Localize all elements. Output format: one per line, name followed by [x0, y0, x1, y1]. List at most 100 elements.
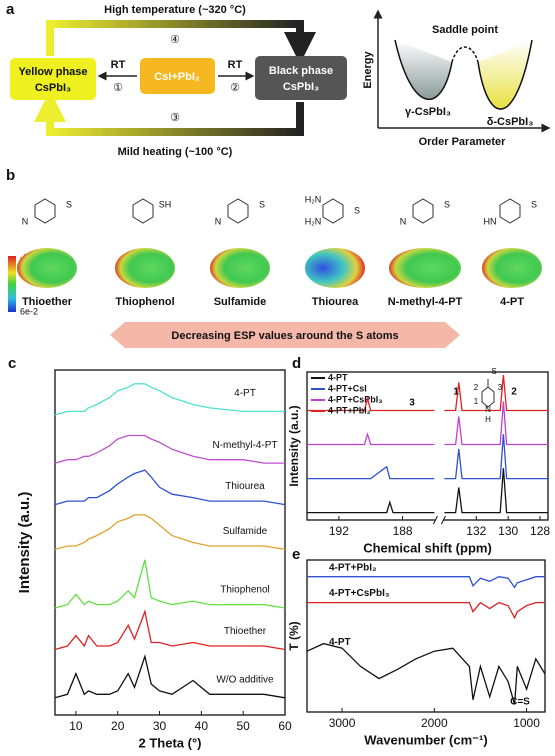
x-axis-title: Chemical shift (ppm) — [363, 540, 492, 555]
legend-label: 4-PT — [328, 372, 348, 382]
plot-frame — [306, 371, 549, 521]
structure — [499, 198, 521, 224]
series-line — [54, 609, 286, 651]
annotation: 2 — [511, 387, 517, 398]
atom-label: H₂N — [305, 194, 322, 204]
series-line — [54, 469, 286, 506]
atom-label: SH — [159, 199, 172, 209]
series-label: 4-PT — [329, 637, 351, 648]
label: δ-CsPbI₃ — [487, 116, 534, 128]
panel-b: b -6e-2 6e-2 Decreasing ESP values aroun… — [6, 167, 460, 348]
atom-label: N — [215, 216, 222, 226]
color-scale — [8, 256, 16, 312]
label: CsPbI₃ — [283, 81, 319, 93]
series-line — [54, 434, 285, 464]
x-tick-label: 1000 — [513, 716, 540, 730]
box — [140, 58, 215, 94]
axis-title: Order Parameter — [419, 136, 507, 148]
annotation: C=S — [510, 697, 530, 708]
molecule-name: Thiophenol — [115, 296, 174, 308]
x-tick-label: 40 — [195, 719, 209, 733]
molecule-name: Thioether — [22, 296, 73, 308]
arrow — [34, 90, 304, 136]
series-line — [54, 383, 285, 416]
label: ② — [230, 82, 240, 94]
x-axis-title: 2 Theta (°) — [139, 735, 202, 750]
structure — [322, 198, 344, 224]
panel-label: e — [292, 546, 300, 563]
x-tick-label: 10 — [69, 719, 83, 733]
panel-label: b — [6, 167, 15, 184]
scale-label: 6e-2 — [20, 306, 38, 316]
y-axis-title: Intensity (a.u.) — [16, 492, 33, 594]
x-tick-label: 60 — [278, 719, 292, 733]
molecule-name: Sulfamide — [214, 296, 267, 308]
x-tick-label: 50 — [237, 719, 251, 733]
axis-break — [433, 515, 446, 525]
structure — [34, 198, 56, 224]
label: RT — [111, 59, 126, 71]
curve — [394, 39, 453, 101]
inset-label: 3 — [498, 383, 503, 392]
plot-frame — [54, 369, 286, 716]
series-label: Thiourea — [225, 481, 265, 492]
curve — [451, 46, 479, 63]
label: Black phase — [269, 65, 333, 77]
x-tick-label: 192 — [329, 524, 349, 538]
atom-label: H₂N — [305, 216, 322, 226]
atom-label: S — [66, 199, 72, 209]
series-label: 4-PT — [234, 388, 256, 399]
x-tick-label: 30 — [153, 719, 167, 733]
atom-label: S — [444, 199, 450, 209]
inset-label: S — [491, 367, 496, 376]
series-line — [307, 434, 548, 480]
series-label: Sulfamide — [223, 526, 268, 537]
atom-label: HN — [484, 216, 497, 226]
x-axis-title: Wavenumber (cm⁻¹) — [364, 732, 487, 747]
atom-label: S — [259, 199, 265, 209]
series-line — [54, 559, 286, 609]
label: High temperature (~320 °C) — [104, 4, 246, 16]
label: Mild heating (~100 °C) — [118, 146, 233, 158]
atom-label: S — [531, 199, 537, 209]
structure — [412, 198, 434, 224]
atom-label: N — [22, 216, 29, 226]
structure — [227, 198, 249, 224]
curve — [477, 39, 533, 110]
legend-label: 4-PT+CsPbI₃ — [328, 394, 382, 404]
atom-label: N — [400, 216, 407, 226]
label: RT — [228, 59, 243, 71]
label: CsPbI₃ — [35, 82, 71, 94]
label: Saddle point — [432, 24, 498, 36]
well — [395, 40, 452, 100]
esp-map — [389, 248, 461, 288]
series-label: 4-PT+CsPbI₃ — [329, 588, 390, 599]
inset-label: 2 — [474, 383, 479, 392]
label: ① — [113, 82, 123, 94]
esp-map — [482, 248, 542, 288]
series-label: W/O additive — [216, 674, 274, 685]
inset-label: 1 — [474, 397, 479, 406]
inset-label: N — [485, 405, 491, 414]
label: γ-CsPbI₃ — [405, 106, 451, 118]
esp-map — [305, 248, 365, 288]
annotation: 3 — [409, 398, 415, 409]
series-line — [306, 642, 546, 705]
esp-map — [115, 248, 175, 288]
plot-frame — [306, 559, 546, 713]
label: CsI+PbI₂ — [154, 71, 200, 83]
series-line — [307, 601, 545, 620]
structure — [132, 198, 154, 224]
panel-a: a High temperature (~320 °C) ④ Mild heat… — [6, 1, 551, 158]
series-label: Thioether — [224, 626, 267, 637]
series-line — [307, 576, 545, 589]
inset-structure — [481, 379, 495, 408]
label: ④ — [170, 34, 180, 46]
annotation: 1 — [453, 387, 459, 398]
inset-label: H — [485, 415, 491, 424]
label: ③ — [170, 112, 180, 124]
molecule-name: Thiourea — [312, 296, 359, 308]
molecule-name: N-methyl-4-PT — [388, 296, 463, 308]
box — [10, 58, 96, 100]
